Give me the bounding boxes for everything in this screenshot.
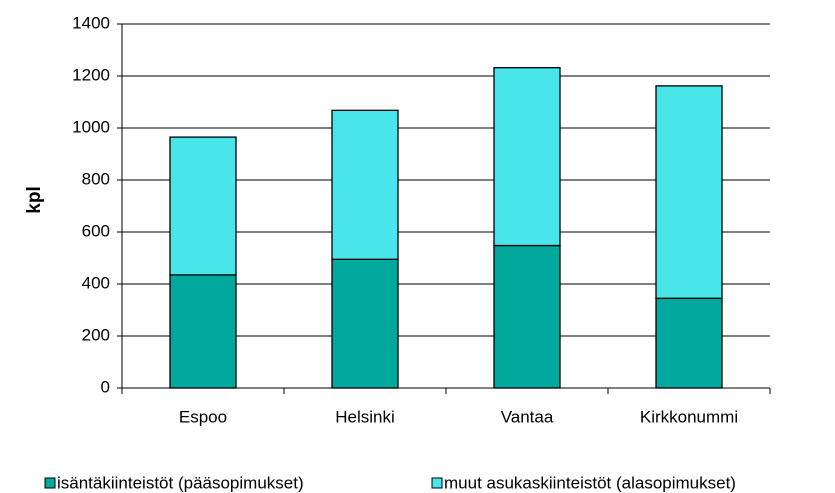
bar-segment — [169, 274, 237, 389]
legend-label: muut asukaskiinteistöt (alasopimukset) — [444, 473, 736, 492]
legend-swatch — [44, 477, 56, 489]
bar-segment — [655, 85, 723, 299]
y-tick-label: 1400 — [72, 13, 110, 32]
bar-segment — [493, 67, 561, 247]
y-tick-label: 800 — [82, 169, 110, 188]
x-tick-label: Espoo — [179, 407, 227, 426]
x-tick-label: Helsinki — [335, 407, 395, 426]
x-tick-label: Vantaa — [501, 407, 554, 426]
bar-segment — [331, 258, 399, 389]
bar-segment — [493, 244, 561, 389]
bar-segment — [169, 136, 237, 276]
legend-label: isäntäkiinteistöt (pääsopimukset) — [57, 473, 304, 492]
y-axis-label: kpl — [24, 186, 45, 213]
y-tick-label: 0 — [101, 377, 110, 396]
y-tick-label: 400 — [82, 273, 110, 292]
y-tick-label: 1000 — [72, 117, 110, 136]
legend-swatch — [431, 477, 443, 489]
x-tick-label: Kirkkonummi — [640, 407, 738, 426]
y-tick-label: 600 — [82, 221, 110, 240]
y-tick-label: 200 — [82, 325, 110, 344]
bar-segment — [331, 109, 399, 260]
bar-segment — [655, 297, 723, 389]
y-tick-label: 1200 — [72, 65, 110, 84]
